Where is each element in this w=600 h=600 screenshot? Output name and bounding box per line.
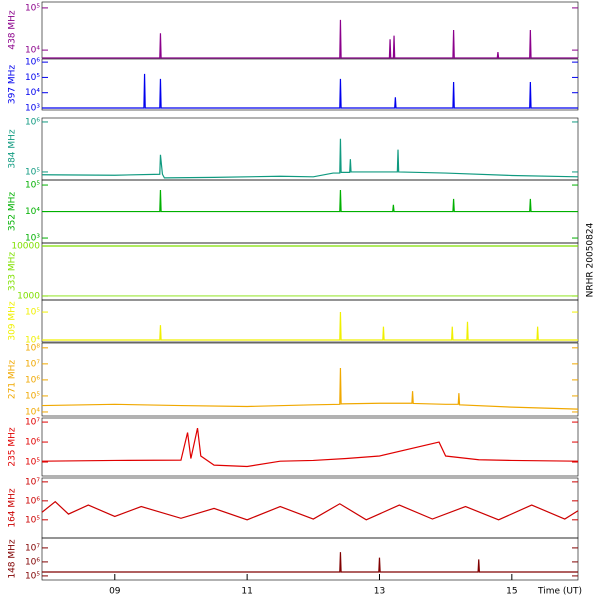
panel-frame [41, 1, 579, 59]
y-tick-label: 10⁵ [25, 391, 40, 401]
y-tick-label: 10⁴ [25, 336, 40, 346]
panel-frame [41, 477, 579, 539]
y-tick-label: 10³ [25, 234, 40, 244]
y-tick-label: 10⁵ [25, 167, 40, 177]
y-axis-label: 333 MHz [8, 252, 18, 292]
x-tick-label: 13 [374, 587, 385, 597]
y-tick-label: 10⁷ [25, 418, 40, 428]
x-axis-label: Time (UT) [537, 587, 582, 597]
y-tick-label: 10⁶ [25, 375, 40, 385]
series-line [42, 73, 578, 109]
panel-frame [41, 537, 579, 581]
series-line [41, 138, 579, 179]
y-tick-label: 10⁵ [25, 3, 40, 13]
y-axis-label: 271 MHz [8, 360, 18, 400]
y-tick-label: 10⁷ [25, 543, 40, 553]
y-tick-label: 10⁵ [25, 515, 40, 525]
y-tick-label: 10⁶ [25, 496, 40, 506]
y-tick-label: 10⁴ [25, 207, 40, 217]
panel-frame [41, 117, 579, 181]
series-line [41, 368, 579, 410]
y-tick-label: 10⁵ [25, 73, 40, 83]
y-tick-label: 10⁵ [25, 308, 40, 318]
series-line [42, 189, 578, 213]
panel-frame [41, 58, 579, 111]
y-axis-label: 438 MHz [8, 10, 18, 50]
panel-frame [41, 242, 579, 301]
series-line [42, 552, 578, 573]
y-tick-label: 10³ [25, 104, 40, 114]
x-tick-label: 11 [241, 587, 252, 597]
panel-frame [41, 417, 579, 477]
series-line [42, 19, 578, 59]
annotation: NRHR 20050824 [586, 222, 596, 297]
series-line [41, 427, 579, 468]
y-tick-label: 10⁴ [25, 46, 40, 56]
y-tick-label: 10⁷ [25, 359, 40, 369]
y-axis-label: 352 MHz [8, 192, 18, 232]
y-tick-label: 10⁶ [25, 438, 40, 448]
y-tick-label: 10000 [11, 242, 40, 252]
y-axis-label: 397 MHz [8, 65, 18, 105]
y-tick-label: 10⁷ [25, 477, 40, 487]
y-tick-label: 10⁶ [25, 557, 40, 567]
y-tick-label: 10⁵ [25, 458, 40, 468]
y-tick-label: 10⁸ [25, 343, 40, 353]
y-tick-label: 1000 [17, 291, 40, 301]
y-axis-label: 148 MHz [8, 539, 18, 579]
y-axis-label: 309 MHz [8, 301, 18, 341]
y-tick-label: 10⁵ [25, 571, 40, 581]
panel-frame [41, 299, 579, 343]
y-tick-label: 10⁶ [25, 58, 40, 68]
series-line [41, 500, 579, 521]
y-axis-label: 384 MHz [8, 129, 18, 169]
y-tick-label: 10⁵ [25, 181, 40, 191]
y-tick-label: 10⁴ [25, 88, 40, 98]
y-axis-label: 164 MHz [8, 488, 18, 528]
y-tick-label: 10⁶ [25, 117, 40, 127]
y-tick-label: 10⁴ [25, 407, 40, 417]
x-tick-label: 09 [109, 587, 121, 597]
series-line [42, 312, 578, 341]
x-tick-label: 15 [506, 587, 517, 597]
y-axis-label: 235 MHz [8, 427, 18, 467]
